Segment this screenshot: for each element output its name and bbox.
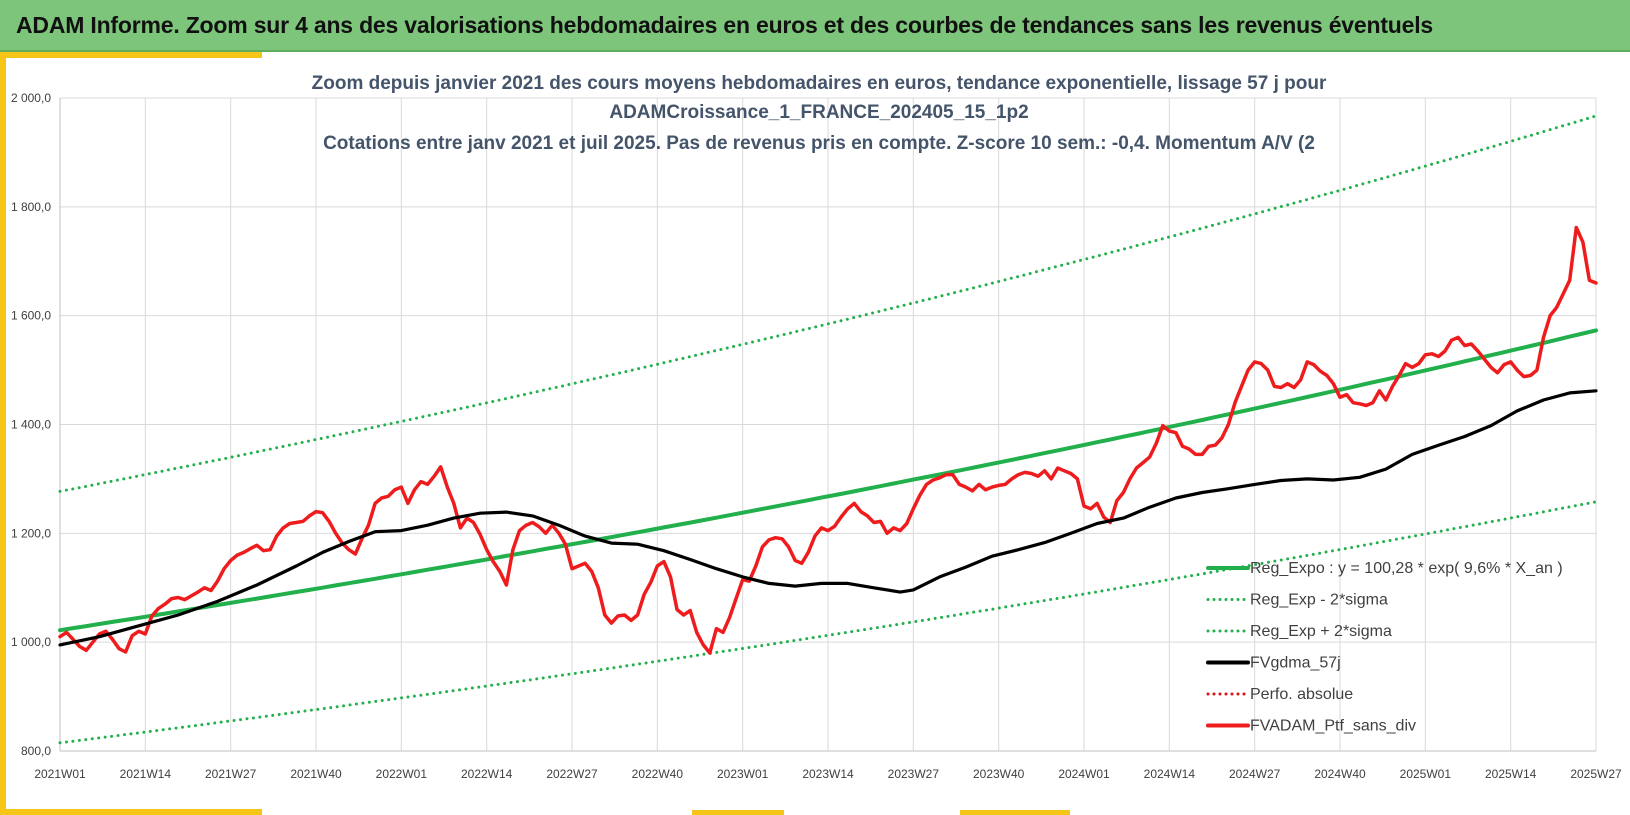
series-line-2 (58, 114, 1598, 493)
x-tick-label: 2025W27 (1570, 767, 1622, 781)
y-tick-label: 1 200,0 (11, 526, 51, 540)
accent-bar-bottom (0, 809, 262, 815)
x-tick-label: 2023W40 (973, 767, 1025, 781)
chart-grid (59, 97, 1597, 752)
header-banner: ADAM Informe. Zoom sur 4 ans des valoris… (0, 0, 1630, 52)
series-line-5 (58, 225, 1598, 655)
legend-label: FVADAM_Ptf_sans_div (1250, 718, 1416, 735)
x-tick-label: 2025W14 (1485, 767, 1537, 781)
y-tick-label: 1 600,0 (11, 309, 51, 323)
chart-title-line-1: Zoom depuis janvier 2021 des cours moyen… (312, 73, 1327, 94)
chart-axes: 800,0 1 000,0 1 200,0 1 400,0 1 600,0 1 800,0… (11, 91, 1622, 781)
page-title: ADAM Informe. Zoom sur 4 ans des valoris… (16, 12, 1434, 38)
line-chart: Zoom depuis janvier 2021 des cours moyen… (11, 73, 1622, 781)
x-tick-label: 2021W40 (290, 767, 342, 781)
x-tick-label: 2023W14 (802, 767, 854, 781)
x-tick-label: 2021W01 (34, 767, 86, 781)
x-tick-label: 2023W01 (717, 767, 769, 781)
x-tick-label: 2022W40 (632, 767, 684, 781)
y-tick-label: 1 400,0 (11, 418, 51, 432)
x-tick-label: 2024W01 (1058, 767, 1110, 781)
y-tick-label: 1 000,0 (11, 635, 51, 649)
y-tick-label: 800,0 (21, 744, 51, 758)
legend-label: Reg_Exp + 2*sigma (1250, 623, 1392, 640)
legend-label: FVgdma_57j (1250, 655, 1341, 672)
chart-title-line-3: Cotations entre janv 2021 et juil 2025. … (323, 133, 1315, 154)
x-tick-label: 2021W14 (120, 767, 172, 781)
accent-bar-bottom-mid (692, 810, 784, 815)
legend-label: Perfo. absolue (1250, 686, 1353, 703)
series-line-1 (58, 500, 1598, 745)
accent-bar-left (0, 52, 6, 815)
y-tick-label: 2 000,0 (11, 91, 51, 105)
series-line-3 (58, 389, 1598, 647)
x-tick-label: 2022W14 (461, 767, 513, 781)
chart-legend: Reg_Expo : y = 100,28 * exp( 9,6% * X_an… (1206, 560, 1563, 735)
chart-title-line-2: ADAMCroissance_1_FRANCE_202405_15_1p2 (609, 102, 1028, 123)
legend-label: Reg_Expo : y = 100,28 * exp( 9,6% * X_an… (1250, 560, 1563, 577)
x-tick-label: 2023W27 (888, 767, 940, 781)
accent-bar-bottom-right (960, 810, 1070, 815)
x-tick-label: 2024W14 (1144, 767, 1196, 781)
accent-bar-top (0, 52, 262, 58)
x-tick-label: 2022W27 (546, 767, 598, 781)
x-tick-label: 2025W01 (1400, 767, 1452, 781)
x-tick-label: 2021W27 (205, 767, 257, 781)
x-tick-label: 2024W27 (1229, 767, 1281, 781)
chart-title: Zoom depuis janvier 2021 des cours moyen… (312, 73, 1327, 154)
x-tick-label: 2024W40 (1314, 767, 1366, 781)
chart-series (58, 114, 1598, 745)
legend-label: Reg_Exp - 2*sigma (1250, 592, 1388, 609)
series-line-0 (58, 328, 1598, 633)
x-tick-label: 2022W01 (376, 767, 428, 781)
y-tick-label: 1 800,0 (11, 200, 51, 214)
